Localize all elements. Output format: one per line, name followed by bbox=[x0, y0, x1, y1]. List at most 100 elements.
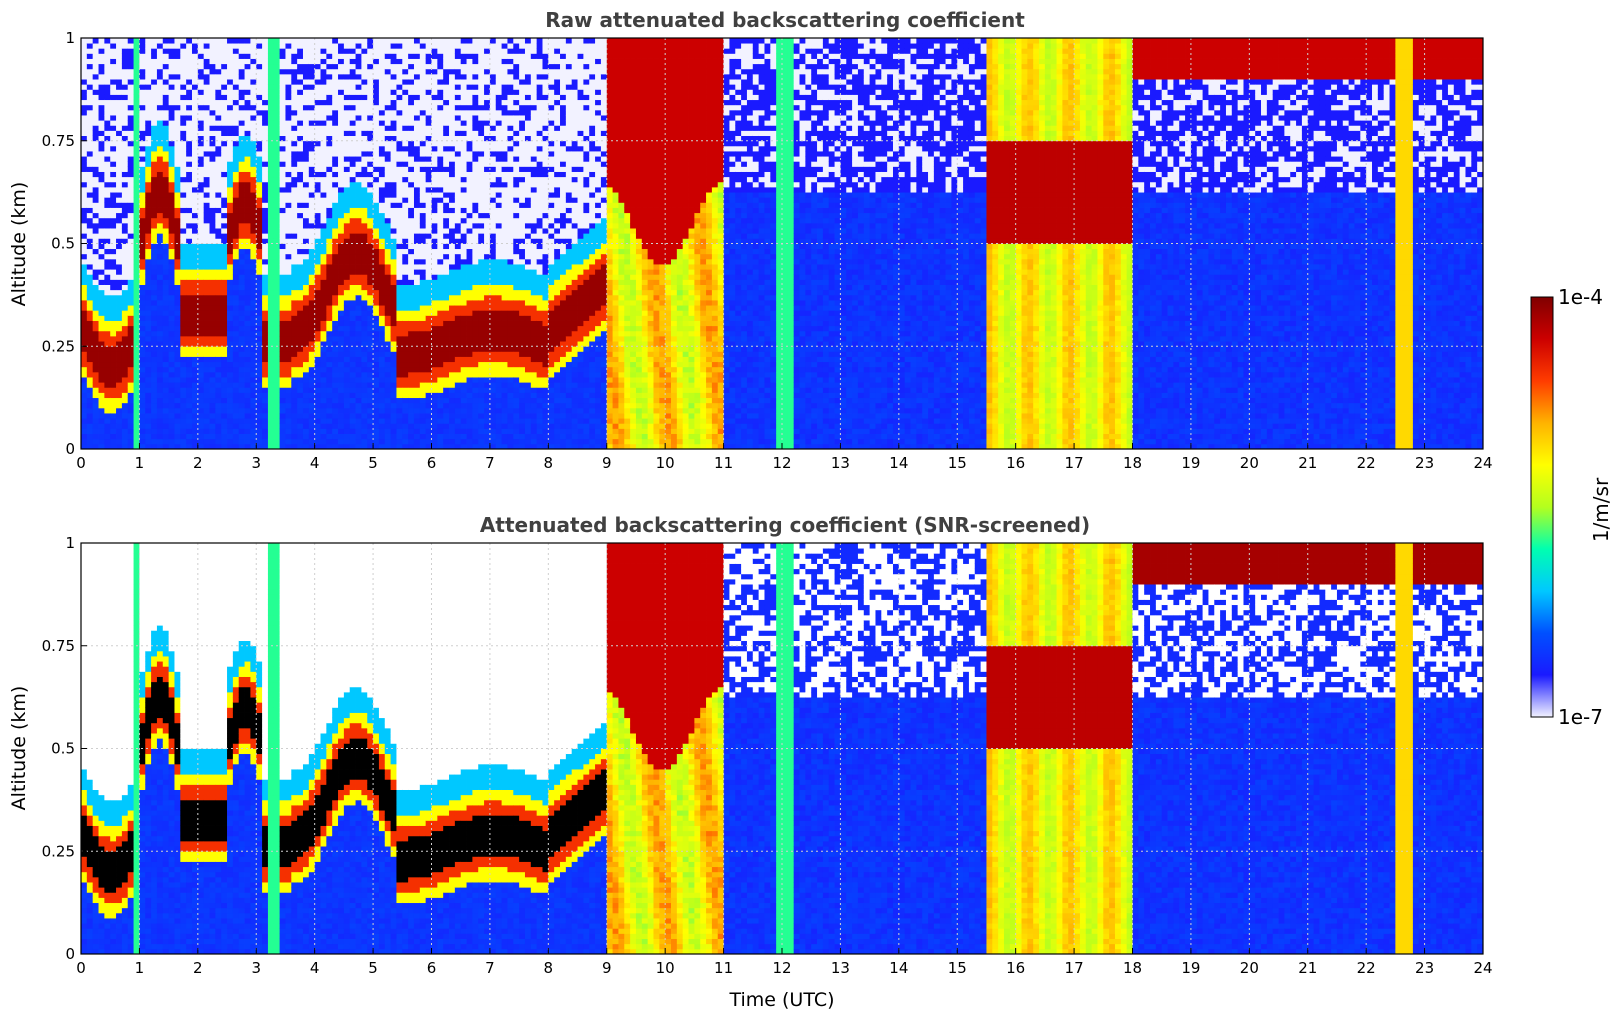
raw-heatmap-cell bbox=[86, 94, 94, 101]
raw-heatmap-cell bbox=[373, 181, 380, 188]
raw-heatmap-cell bbox=[256, 130, 263, 137]
raw-heatmap-cell bbox=[396, 248, 403, 255]
raw-heatmap-cell bbox=[209, 366, 216, 373]
raw-heatmap-cell bbox=[367, 79, 374, 85]
raw-heatmap-cell bbox=[320, 413, 327, 419]
raw-heatmap-cell bbox=[413, 300, 421, 306]
raw-heatmap-cell bbox=[378, 289, 386, 296]
raw-heatmap-cell bbox=[367, 366, 374, 373]
raw-heatmap-cell bbox=[180, 335, 187, 342]
raw-heatmap-cell bbox=[104, 341, 111, 347]
raw-heatmap-cell bbox=[361, 413, 368, 419]
raw-heatmap-cell bbox=[425, 156, 432, 162]
raw-heatmap-cell bbox=[209, 428, 216, 434]
raw-heatmap-cell bbox=[279, 207, 286, 214]
raw-heatmap-cell bbox=[297, 351, 304, 357]
raw-heatmap-cell bbox=[104, 438, 111, 445]
raw-heatmap-cell bbox=[373, 48, 380, 54]
raw-heatmap-cell bbox=[402, 258, 409, 265]
raw-heatmap-cell bbox=[151, 84, 158, 90]
raw-heatmap-cell bbox=[291, 156, 298, 162]
raw-heatmap-cell bbox=[191, 300, 199, 306]
raw-heatmap-cell bbox=[104, 387, 111, 393]
raw-heatmap-cell bbox=[168, 228, 175, 234]
raw-heatmap-cell bbox=[408, 197, 415, 203]
raw-heatmap-cell bbox=[273, 413, 281, 419]
raw-heatmap-cell bbox=[291, 294, 298, 301]
raw-heatmap-cell bbox=[156, 418, 164, 424]
raw-heatmap-cell bbox=[110, 418, 117, 424]
raw-heatmap-cell bbox=[191, 320, 199, 327]
raw-heatmap-cell bbox=[121, 433, 129, 440]
raw-heatmap-cell bbox=[437, 58, 444, 65]
raw-heatmap-cell bbox=[297, 181, 304, 188]
raw-heatmap-cell bbox=[349, 186, 356, 193]
raw-heatmap-cell bbox=[256, 258, 263, 265]
raw-heatmap-cell bbox=[145, 109, 152, 116]
raw-heatmap-cell bbox=[209, 264, 216, 270]
raw-heatmap-cell bbox=[209, 161, 216, 167]
raw-heatmap-cell bbox=[343, 320, 351, 327]
raw-heatmap-cell bbox=[425, 171, 432, 178]
raw-heatmap-cell bbox=[367, 84, 374, 90]
raw-heatmap-cell bbox=[349, 120, 356, 126]
raw-heatmap-cell bbox=[262, 377, 269, 383]
raw-heatmap-cell bbox=[232, 197, 240, 203]
raw-heatmap-cell bbox=[262, 397, 269, 404]
raw-heatmap-cell bbox=[116, 248, 123, 255]
raw-heatmap-cell bbox=[116, 120, 123, 126]
raw-heatmap-cell bbox=[413, 341, 421, 347]
raw-heatmap-cell bbox=[384, 53, 392, 59]
raw-heatmap-cell bbox=[127, 89, 134, 95]
raw-heatmap-cell bbox=[244, 289, 251, 296]
raw-heatmap-cell bbox=[285, 258, 292, 265]
raw-heatmap-cell bbox=[116, 382, 123, 388]
raw-heatmap-cell bbox=[197, 418, 205, 424]
raw-heatmap-cell bbox=[338, 161, 345, 167]
raw-heatmap-cell bbox=[256, 156, 263, 162]
raw-heatmap-cell bbox=[367, 284, 374, 291]
raw-heatmap-cell bbox=[314, 130, 321, 137]
raw-heatmap-cell bbox=[262, 151, 269, 157]
raw-heatmap-cell bbox=[390, 217, 397, 224]
raw-heatmap-cell bbox=[343, 171, 351, 178]
raw-heatmap-cell bbox=[232, 423, 240, 429]
raw-heatmap-cell bbox=[191, 84, 199, 90]
raw-heatmap-cell bbox=[221, 48, 228, 54]
raw-heatmap-cell bbox=[127, 428, 134, 434]
raw-heatmap-cell bbox=[297, 377, 304, 383]
raw-heatmap-cell bbox=[162, 192, 170, 198]
raw-heatmap-cell bbox=[273, 423, 281, 429]
raw-heatmap-cell bbox=[419, 387, 427, 393]
raw-heatmap-cell bbox=[162, 253, 170, 260]
raw-heatmap-cell bbox=[98, 387, 105, 393]
raw-heatmap-cell bbox=[262, 310, 269, 316]
raw-heatmap-cell bbox=[343, 68, 351, 75]
raw-heatmap-cell bbox=[285, 330, 292, 337]
raw-heatmap-cell bbox=[227, 125, 234, 131]
raw-heatmap-cell bbox=[162, 423, 170, 429]
raw-heatmap-cell bbox=[384, 423, 392, 429]
raw-heatmap-cell bbox=[285, 166, 292, 172]
raw-heatmap-cell bbox=[145, 264, 152, 270]
raw-heatmap-cell bbox=[232, 330, 240, 337]
raw-heatmap-cell bbox=[332, 315, 339, 321]
raw-heatmap-cell bbox=[92, 58, 99, 65]
raw-heatmap-cell bbox=[279, 104, 286, 111]
raw-heatmap-cell bbox=[355, 294, 362, 301]
raw-heatmap-cell bbox=[367, 228, 374, 234]
raw-heatmap-cell bbox=[86, 335, 94, 342]
raw-heatmap-cell bbox=[390, 48, 397, 54]
raw-heatmap-cell bbox=[92, 99, 99, 106]
raw-heatmap-cell bbox=[250, 73, 257, 80]
raw-heatmap-cell bbox=[443, 351, 450, 357]
raw-heatmap-cell bbox=[180, 269, 187, 275]
raw-heatmap-cell bbox=[81, 48, 88, 54]
raw-heatmap-cell bbox=[174, 197, 181, 203]
raw-heatmap-cell bbox=[110, 413, 117, 419]
raw-heatmap-cell bbox=[98, 192, 105, 198]
raw-heatmap-cell bbox=[425, 443, 432, 450]
raw-heatmap-cell bbox=[314, 284, 321, 291]
raw-heatmap-cell bbox=[250, 38, 257, 44]
raw-heatmap-cell bbox=[174, 84, 181, 90]
